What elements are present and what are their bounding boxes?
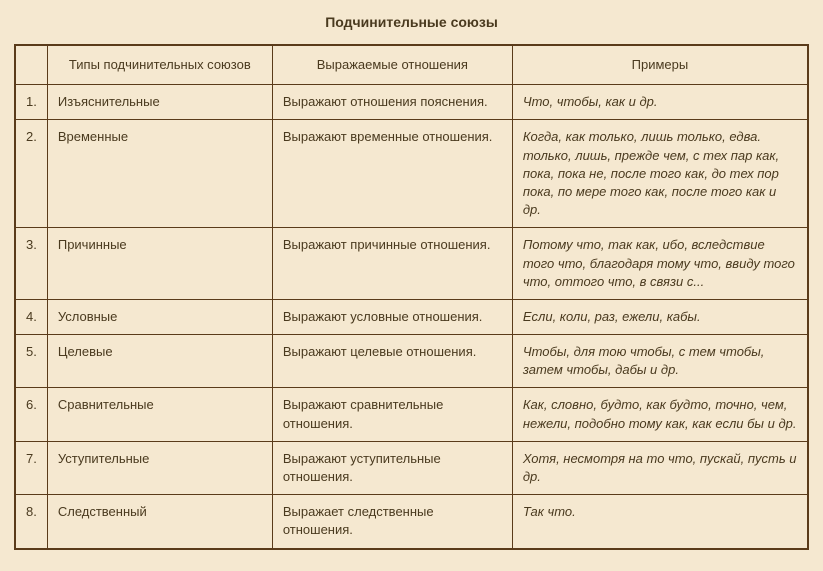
- table-row: 1. Изъяснительные Выражают отношения поя…: [15, 85, 808, 120]
- row-examples: Хотя, несмотря на то что, пускай, пусть …: [512, 441, 808, 494]
- row-relation: Выражают условные отношения.: [272, 299, 512, 334]
- table-title: Подчинительные союзы: [14, 14, 809, 30]
- row-type: Изъяснительные: [47, 85, 272, 120]
- row-relation: Выражают отношения пояснения.: [272, 85, 512, 120]
- row-type: Причинные: [47, 228, 272, 300]
- row-number: 2.: [15, 120, 47, 228]
- col-header-type: Типы подчинительных союзов: [47, 45, 272, 85]
- table-row: 4. Условные Выражают условные отношения.…: [15, 299, 808, 334]
- row-type: Условные: [47, 299, 272, 334]
- row-relation: Выражают причинные отношения.: [272, 228, 512, 300]
- row-examples: Как, словно, будто, как будто, точно, че…: [512, 388, 808, 441]
- row-number: 7.: [15, 441, 47, 494]
- row-type: Сравнительные: [47, 388, 272, 441]
- row-relation: Выражают временные отношения.: [272, 120, 512, 228]
- row-relation: Выражает следственные отношения.: [272, 495, 512, 549]
- conjunctions-table: Типы подчинительных союзов Выражаемые от…: [14, 44, 809, 550]
- col-header-relation: Выражаемые отношения: [272, 45, 512, 85]
- row-number: 8.: [15, 495, 47, 549]
- row-type: Целевые: [47, 335, 272, 388]
- table-row: 3. Причинные Выражают причинные отношени…: [15, 228, 808, 300]
- row-type: Временные: [47, 120, 272, 228]
- row-relation: Выражают уступительные отношения.: [272, 441, 512, 494]
- row-examples: Так что.: [512, 495, 808, 549]
- row-number: 4.: [15, 299, 47, 334]
- table-row: 8. Следственный Выражает следственные от…: [15, 495, 808, 549]
- row-examples: Чтобы, для тою чтобы, с тем чтобы, затем…: [512, 335, 808, 388]
- row-type: Уступительные: [47, 441, 272, 494]
- table-row: 5. Целевые Выражают целевые отношения. Ч…: [15, 335, 808, 388]
- row-examples: Что, чтобы, как и др.: [512, 85, 808, 120]
- row-relation: Выражают целевые отношения.: [272, 335, 512, 388]
- table-row: 7. Уступительные Выражают уступительные …: [15, 441, 808, 494]
- row-examples: Если, коли, раз, ежели, кабы.: [512, 299, 808, 334]
- row-examples: Когда, как только, лишь только, едва. то…: [512, 120, 808, 228]
- table-row: 2. Временные Выражают временные отношени…: [15, 120, 808, 228]
- row-relation: Выражают сравнительные отношения.: [272, 388, 512, 441]
- row-examples: Потому что, так как, ибо, вследствие тог…: [512, 228, 808, 300]
- table-row: 6. Сравнительные Выражают сравнительные …: [15, 388, 808, 441]
- col-header-num: [15, 45, 47, 85]
- table-body: 1. Изъяснительные Выражают отношения поя…: [15, 85, 808, 549]
- row-number: 6.: [15, 388, 47, 441]
- row-number: 1.: [15, 85, 47, 120]
- header-row: Типы подчинительных союзов Выражаемые от…: [15, 45, 808, 85]
- row-number: 3.: [15, 228, 47, 300]
- row-type: Следственный: [47, 495, 272, 549]
- row-number: 5.: [15, 335, 47, 388]
- col-header-examples: Примеры: [512, 45, 808, 85]
